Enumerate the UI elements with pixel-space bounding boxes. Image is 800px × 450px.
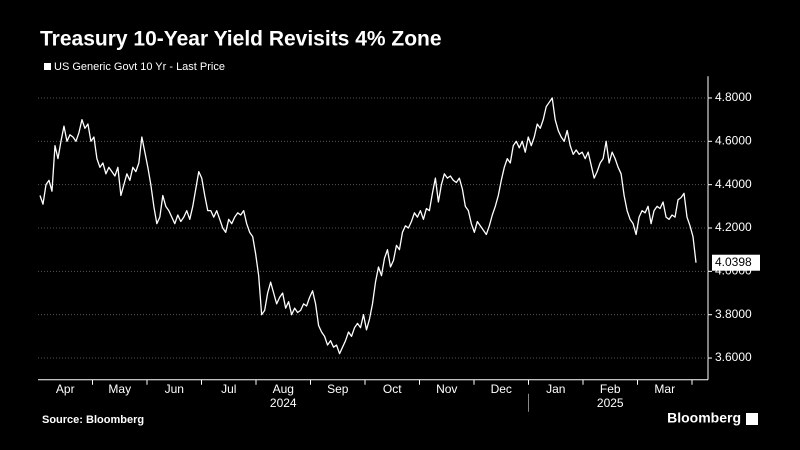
- x-tick-label: Feb: [600, 382, 621, 396]
- x-tick-label: May: [108, 382, 131, 396]
- brand: Bloomberg: [667, 410, 741, 426]
- y-tick-label: 3.6000: [715, 350, 752, 364]
- chart-title: Treasury 10-Year Yield Revisits 4% Zone: [40, 28, 442, 51]
- x-tick-label: Apr: [56, 382, 75, 396]
- source: Source: Bloomberg: [42, 414, 144, 426]
- brand-icon: [746, 413, 758, 425]
- legend-swatch: [44, 63, 51, 70]
- x-tick-label: Sep: [327, 382, 349, 396]
- last-value-label: 4.0398: [715, 255, 752, 269]
- x-tick-label: Mar: [654, 382, 675, 396]
- y-tick-label: 4.6000: [715, 133, 752, 147]
- series-line: [39, 97, 697, 355]
- x-tick-label: Jan: [546, 382, 565, 396]
- y-tick-label: 4.2000: [715, 220, 752, 234]
- year-label: 2024: [270, 396, 297, 410]
- x-tick-label: Jun: [165, 382, 184, 396]
- x-tick-label: Oct: [383, 382, 402, 396]
- x-tick-label: Dec: [491, 382, 512, 396]
- x-tick-label: Aug: [273, 382, 294, 396]
- y-tick-label: 4.8000: [715, 90, 752, 104]
- last-value-box: [712, 254, 760, 271]
- y-tick-label: 3.8000: [715, 307, 752, 321]
- x-tick-label: Nov: [436, 382, 457, 396]
- legend-label: US Generic Govt 10 Yr - Last Price: [54, 61, 225, 73]
- y-tick-label: 4.4000: [715, 177, 752, 191]
- year-label: 2025: [597, 396, 624, 410]
- x-tick-label: Jul: [221, 382, 236, 396]
